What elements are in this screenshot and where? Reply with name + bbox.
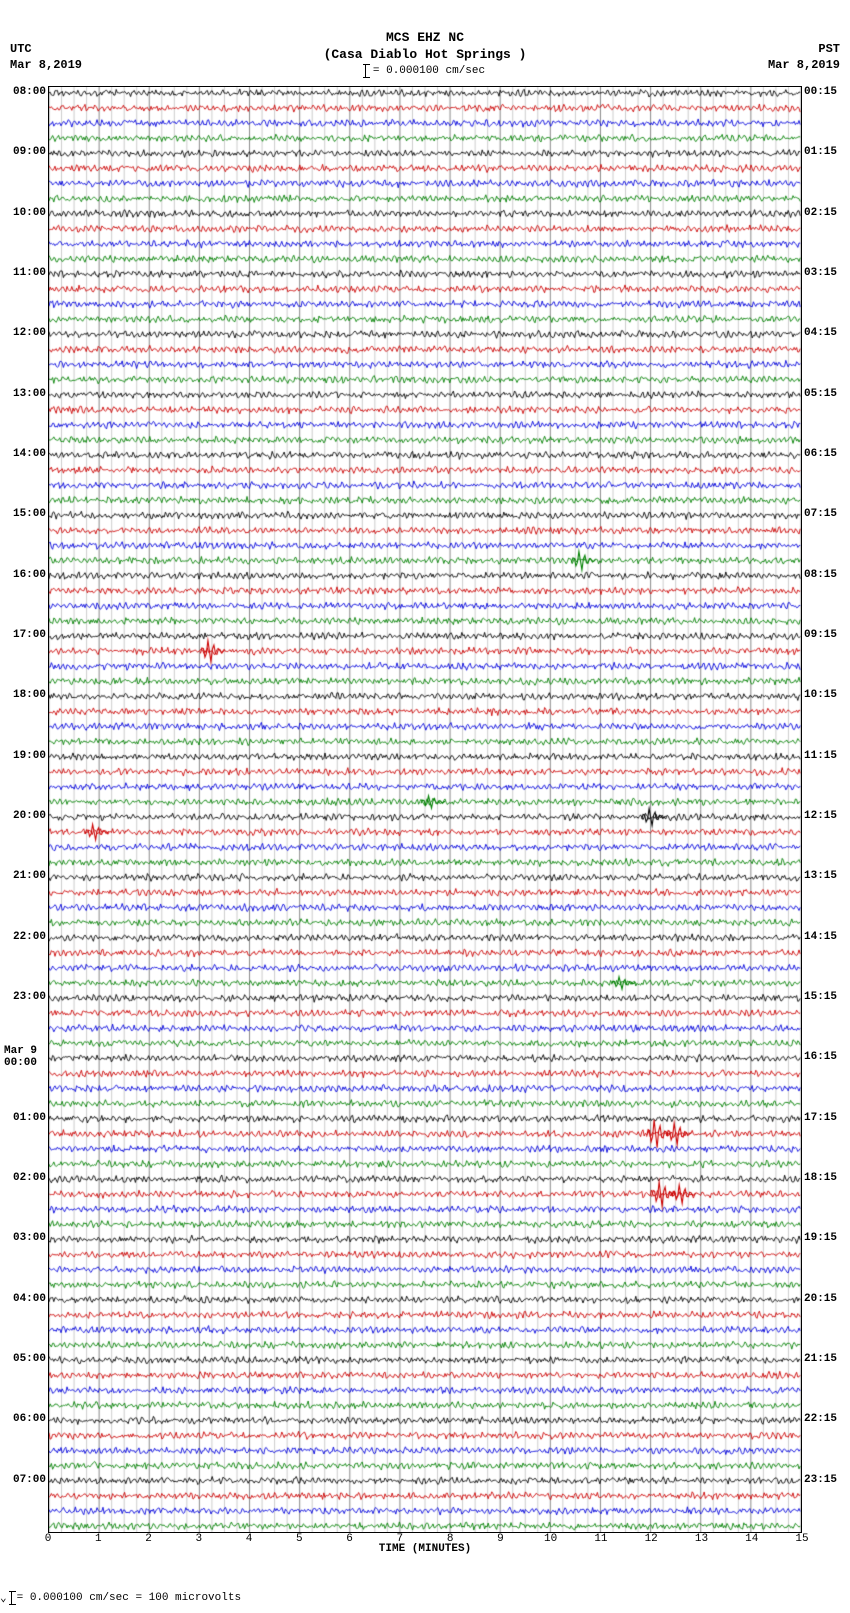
utc-time-label: 12:00 bbox=[13, 327, 46, 339]
station-code: MCS EHZ NC bbox=[0, 30, 850, 47]
utc-time-label: 17:00 bbox=[13, 629, 46, 641]
right-time-axis: 00:15 01:15 02:15 03:15 04:15 05:15 06:15 07:15… bbox=[802, 86, 850, 1533]
pst-time-label: 22:15 bbox=[804, 1413, 837, 1425]
left-time-axis: 08:00 09:00 10:00 11:00 12:00 13:00 14:00 15:00… bbox=[0, 86, 48, 1533]
chart-header: MCS EHZ NC (Casa Diablo Hot Springs ) = … bbox=[0, 0, 850, 83]
utc-time-label: 23:00 bbox=[13, 991, 46, 1003]
pst-time-label: 03:15 bbox=[804, 267, 837, 279]
pst-time-label: 09:15 bbox=[804, 629, 837, 641]
station-name: (Casa Diablo Hot Springs ) bbox=[0, 47, 850, 64]
utc-time-label: 10:00 bbox=[13, 207, 46, 219]
footer-scale: ⌄ = 0.000100 cm/sec = 100 microvolts bbox=[0, 1591, 241, 1605]
left-date: Mar 8,2019 bbox=[10, 58, 82, 74]
right-date: Mar 8,2019 bbox=[768, 58, 840, 74]
utc-header: UTC Mar 8,2019 bbox=[10, 42, 82, 73]
pst-time-label: 13:15 bbox=[804, 870, 837, 882]
seismogram-canvas bbox=[49, 87, 801, 1532]
plot-area bbox=[48, 86, 802, 1533]
pst-time-label: 05:15 bbox=[804, 388, 837, 400]
pst-time-label: 06:15 bbox=[804, 448, 837, 460]
utc-time-label: 20:00 bbox=[13, 810, 46, 822]
pst-time-label: 12:15 bbox=[804, 810, 837, 822]
mid-date-time: 00:00 bbox=[4, 1057, 37, 1069]
pst-time-label: 00:15 bbox=[804, 86, 837, 98]
utc-time-label: 22:00 bbox=[13, 931, 46, 943]
utc-time-label: 03:00 bbox=[13, 1232, 46, 1244]
utc-time-label: 16:00 bbox=[13, 569, 46, 581]
utc-time-label: 21:00 bbox=[13, 870, 46, 882]
left-tz: UTC bbox=[10, 42, 82, 58]
pst-time-label: 02:15 bbox=[804, 207, 837, 219]
utc-time-label: 08:00 bbox=[13, 86, 46, 98]
pst-header: PST Mar 8,2019 bbox=[768, 42, 840, 73]
pst-time-label: 08:15 bbox=[804, 569, 837, 581]
seismogram-container: UTC Mar 8,2019 PST Mar 8,2019 MCS EHZ NC… bbox=[0, 0, 850, 1613]
right-tz: PST bbox=[768, 42, 840, 58]
pst-time-label: 19:15 bbox=[804, 1232, 837, 1244]
utc-time-label: 05:00 bbox=[13, 1353, 46, 1365]
utc-time-label: 19:00 bbox=[13, 750, 46, 762]
pst-time-label: 20:15 bbox=[804, 1293, 837, 1305]
scale-value: = 0.000100 cm/sec bbox=[373, 65, 485, 77]
scale-indicator: = 0.000100 cm/sec bbox=[365, 64, 485, 78]
pst-time-label: 15:15 bbox=[804, 991, 837, 1003]
footer-prefix: ⌄ bbox=[0, 1591, 7, 1605]
pst-time-label: 11:15 bbox=[804, 750, 837, 762]
pst-time-label: 21:15 bbox=[804, 1353, 837, 1365]
footer-scale-bar-icon bbox=[11, 1591, 13, 1605]
utc-time-label: 04:00 bbox=[13, 1293, 46, 1305]
utc-time-label: 15:00 bbox=[13, 508, 46, 520]
utc-time-label: 18:00 bbox=[13, 689, 46, 701]
utc-time-label: 09:00 bbox=[13, 146, 46, 158]
pst-time-label: 14:15 bbox=[804, 931, 837, 943]
scale-bar-icon bbox=[365, 64, 367, 78]
pst-time-label: 16:15 bbox=[804, 1051, 837, 1063]
utc-time-label: 13:00 bbox=[13, 388, 46, 400]
pst-time-label: 17:15 bbox=[804, 1112, 837, 1124]
x-axis-label: TIME (MINUTES) bbox=[0, 1543, 850, 1555]
utc-time-label: 07:00 bbox=[13, 1474, 46, 1486]
pst-time-label: 18:15 bbox=[804, 1172, 837, 1184]
pst-time-label: 10:15 bbox=[804, 689, 837, 701]
utc-time-label: 11:00 bbox=[13, 267, 46, 279]
utc-time-label: 06:00 bbox=[13, 1413, 46, 1425]
utc-time-label: 02:00 bbox=[13, 1172, 46, 1184]
utc-time-label: 14:00 bbox=[13, 448, 46, 460]
date-change-label: Mar 9 00:00 bbox=[4, 1045, 37, 1069]
pst-time-label: 01:15 bbox=[804, 146, 837, 158]
footer-text: = 0.000100 cm/sec = 100 microvolts bbox=[17, 1592, 241, 1604]
pst-time-label: 07:15 bbox=[804, 508, 837, 520]
pst-time-label: 04:15 bbox=[804, 327, 837, 339]
mid-date-day: Mar 9 bbox=[4, 1045, 37, 1057]
utc-time-label: 01:00 bbox=[13, 1112, 46, 1124]
pst-time-label: 23:15 bbox=[804, 1474, 837, 1486]
